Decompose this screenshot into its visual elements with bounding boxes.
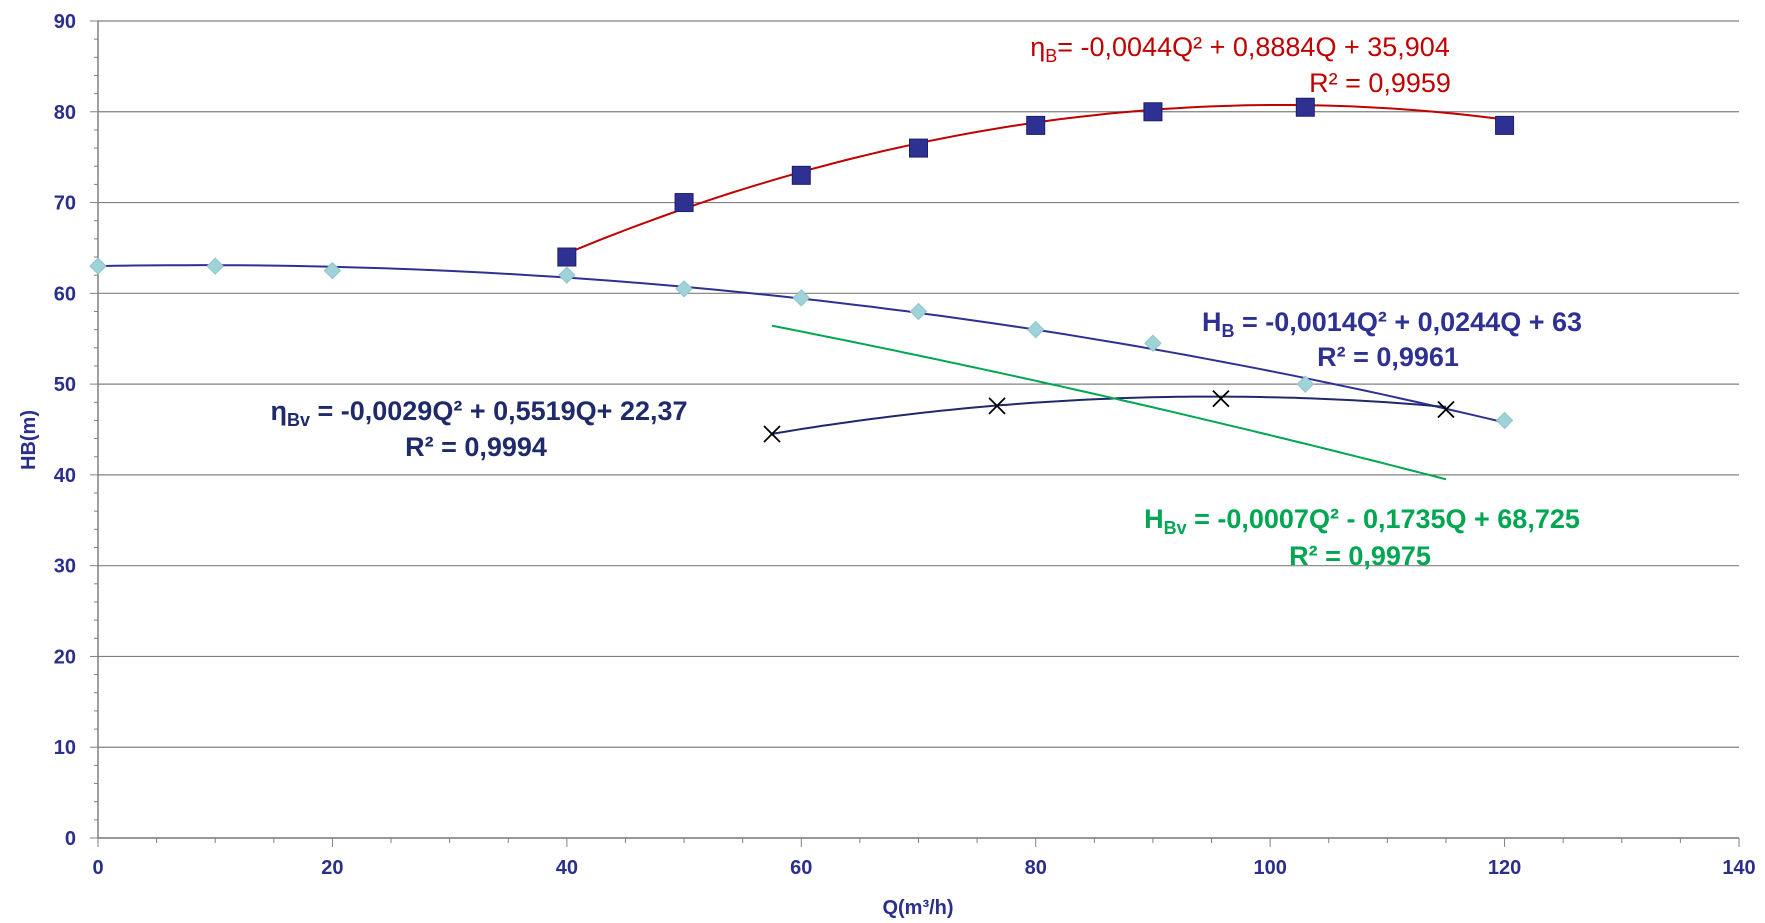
- point-etaBv-1: [988, 397, 1006, 415]
- point-HB-9: [1296, 375, 1315, 393]
- eta-bv-r2: R² = 0,9994: [405, 432, 547, 462]
- hb-r2: R² = 0,9961: [1317, 342, 1459, 372]
- y-tick-label-40: 40: [54, 465, 76, 487]
- x-tick-label-100: 100: [1253, 857, 1286, 879]
- x-tick-label-60: 60: [790, 857, 812, 879]
- x-tick-label-140: 140: [1722, 857, 1755, 879]
- y-axis-title: HB(m): [18, 410, 40, 470]
- point-etaB-6: [1295, 97, 1315, 117]
- hbv-r2: R² = 0,9975: [1289, 541, 1431, 571]
- eta-b-r2: R² = 0,9959: [1309, 68, 1451, 98]
- y-tick-label-50: 50: [54, 374, 76, 396]
- x-axis-title: Q(m³/h): [882, 897, 953, 919]
- y-tick-label-70: 70: [54, 193, 76, 215]
- hbv-equation: HBv = -0,0007Q² - 0,1735Q + 68,725: [1144, 504, 1580, 538]
- point-etaB-0: [557, 247, 577, 267]
- point-HB-4: [675, 280, 693, 298]
- point-HB-1: [206, 257, 224, 275]
- x-tick-label-80: 80: [1025, 857, 1047, 879]
- x-tick-label-120: 120: [1488, 857, 1521, 879]
- y-tick-label-90: 90: [54, 11, 76, 33]
- x-tick-label-40: 40: [556, 857, 578, 879]
- point-etaB-5: [1143, 102, 1163, 122]
- y-tick-label-20: 20: [54, 646, 76, 668]
- axes: [90, 20, 1740, 847]
- point-HB-0: [89, 257, 107, 275]
- x-tick-label-0: 0: [92, 857, 103, 879]
- gridlines: [98, 20, 1739, 839]
- hb-equation: HB = -0,0014Q² + 0,0244Q + 63: [1202, 307, 1582, 341]
- point-HB-7: [1027, 320, 1045, 339]
- point-etaBv-3: [1437, 400, 1455, 419]
- point-etaBv-0: [763, 425, 781, 443]
- point-etaBv-2: [1212, 389, 1230, 408]
- point-etaB-3: [909, 138, 928, 158]
- data-points: [89, 97, 1515, 443]
- x-tick-label-20: 20: [321, 857, 343, 879]
- point-HB-10: [1495, 411, 1514, 430]
- point-HB-8: [1144, 334, 1162, 352]
- point-HB-3: [558, 266, 576, 284]
- point-etaB-1: [674, 193, 694, 213]
- y-tick-labels: 0 10 20 30 40 50 60 70 80 90: [54, 11, 76, 850]
- point-HB-6: [909, 302, 928, 321]
- eta-b-equation: ηB= -0,0044Q² + 0,8884Q + 35,904: [1030, 32, 1450, 66]
- y-tick-label-80: 80: [54, 102, 76, 124]
- point-etaB-7: [1495, 115, 1515, 135]
- point-etaB-4: [1026, 115, 1046, 135]
- point-HB-2: [323, 261, 342, 280]
- x-tick-labels: 0 20 40 60 80 100 120 140: [92, 857, 1755, 879]
- trendline-etaBv: [771, 395, 1447, 435]
- y-tick-label-60: 60: [54, 283, 76, 305]
- point-etaB-2: [791, 165, 811, 185]
- y-tick-label-10: 10: [54, 737, 76, 759]
- y-tick-label-0: 0: [65, 828, 76, 850]
- trendline-HB: [97, 264, 1505, 424]
- eta-bv-equation: ηBv = -0,0029Q² + 0,5519Q+ 22,37: [270, 396, 687, 430]
- trendline-HBv: [771, 324, 1447, 481]
- point-HB-5: [792, 289, 810, 307]
- y-tick-label-30: 30: [54, 556, 76, 578]
